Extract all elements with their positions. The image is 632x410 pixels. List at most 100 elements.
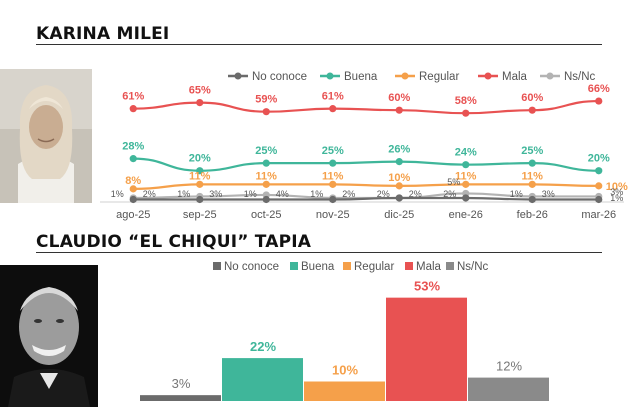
bar-no-conoce: [140, 395, 221, 401]
series-line-0: [133, 196, 599, 201]
data-point: [395, 194, 403, 202]
data-point: [196, 195, 204, 204]
data-label: 58%: [455, 95, 477, 107]
legend-label: Ns/Nc: [564, 71, 596, 83]
data-label: 26%: [388, 144, 410, 156]
portrait-tapia-icon: [0, 265, 98, 407]
x-tick-label: mar-26: [581, 209, 616, 221]
legend-label: Regular: [354, 261, 394, 273]
data-label: 4%: [276, 189, 289, 199]
data-label: 11%: [455, 170, 477, 182]
bar-mala: [386, 297, 467, 401]
data-point: [462, 194, 470, 202]
legend-swatch-0: [213, 262, 221, 270]
line-chart: No conoce Buena Regular Mala Ns/Nc ago-25 sep-…: [100, 71, 628, 221]
data-point: [329, 180, 337, 188]
series-line-1: [133, 157, 599, 172]
data-label: 1%: [610, 193, 623, 203]
portrait-karina-icon: [0, 69, 92, 203]
x-tick-label: nov-25: [316, 209, 350, 221]
section-title-tapia: CLAUDIO “EL CHIQUI” TAPIA: [36, 232, 312, 252]
data-label: 61%: [322, 91, 344, 103]
data-label: 25%: [322, 145, 344, 157]
data-point: [196, 167, 204, 175]
data-point: [262, 108, 270, 116]
data-label: 1%: [177, 189, 190, 199]
legend-swatch-1: [290, 262, 298, 270]
legend-label: Buena: [301, 261, 335, 273]
data-point: [528, 180, 536, 188]
data-point: [528, 106, 536, 114]
data-point: [595, 195, 603, 204]
data-label: 66%: [588, 83, 610, 95]
bar-buena: [222, 358, 303, 401]
legend-label: Mala: [502, 71, 528, 83]
data-point: [329, 159, 337, 167]
data-point: [462, 109, 470, 117]
x-tick-label: dic-25: [384, 209, 414, 221]
data-point: [196, 180, 204, 188]
data-label: 2%: [377, 189, 390, 199]
data-label: 1%: [310, 189, 323, 199]
legend-label: Buena: [344, 71, 378, 83]
data-point: [129, 185, 137, 193]
data-point: [395, 182, 403, 190]
data-point: [129, 105, 137, 113]
data-point: [595, 167, 603, 175]
data-point: [462, 180, 470, 188]
data-label: 11%: [522, 170, 544, 182]
bar-value-label: 3%: [172, 376, 191, 391]
legend-label: No conoce: [252, 71, 307, 83]
data-point: [329, 195, 337, 204]
x-tick-label: ene-26: [449, 209, 483, 221]
title-rule: [36, 252, 602, 253]
data-label: 28%: [122, 141, 144, 153]
data-point: [462, 161, 470, 169]
section-title-karina: KARINA MILEI: [36, 24, 170, 44]
title-rule: [36, 44, 602, 45]
legend-label: Ns/Nc: [457, 261, 489, 273]
data-point: [129, 155, 137, 163]
data-label: 10%: [606, 181, 628, 193]
data-label: 8%: [125, 175, 141, 187]
data-label: 1%: [510, 189, 523, 199]
data-point: [528, 195, 536, 204]
data-label: 2%: [143, 189, 156, 199]
data-point: [262, 180, 270, 188]
data-label: 59%: [255, 94, 277, 106]
legend-marker-4: [546, 72, 554, 80]
legend-swatch-4: [446, 262, 454, 270]
legend-swatch-2: [343, 262, 351, 270]
data-point: [262, 195, 270, 204]
bar-regular: [304, 381, 385, 401]
data-point: [595, 97, 603, 105]
data-label: 1%: [111, 189, 124, 199]
data-point: [595, 182, 603, 190]
data-label: 3%: [610, 187, 623, 197]
data-label: 61%: [122, 91, 144, 103]
data-point: [262, 159, 270, 167]
data-label: 1%: [244, 189, 257, 199]
data-label: 10%: [388, 172, 410, 184]
data-label: 3%: [542, 189, 555, 199]
data-point: [129, 195, 137, 204]
data-label: 65%: [189, 85, 211, 97]
bar-value-label: 22%: [250, 339, 276, 354]
legend-marker-3: [484, 72, 492, 80]
data-point: [196, 98, 204, 107]
data-label: 11%: [256, 170, 278, 182]
data-label: 60%: [388, 92, 410, 104]
data-label: 5%: [447, 177, 460, 187]
series-line-3: [133, 99, 599, 115]
data-label: 60%: [521, 92, 543, 104]
legend-marker-0: [234, 72, 242, 80]
bar-value-label: 12%: [496, 359, 522, 374]
data-point: [329, 105, 337, 113]
legend-label: Mala: [416, 261, 442, 273]
bar-value-label: 53%: [414, 279, 440, 294]
data-label: 11%: [322, 170, 344, 182]
bar-ns-nc: [468, 377, 549, 401]
data-label: 25%: [255, 145, 277, 157]
data-label: 25%: [521, 145, 543, 157]
